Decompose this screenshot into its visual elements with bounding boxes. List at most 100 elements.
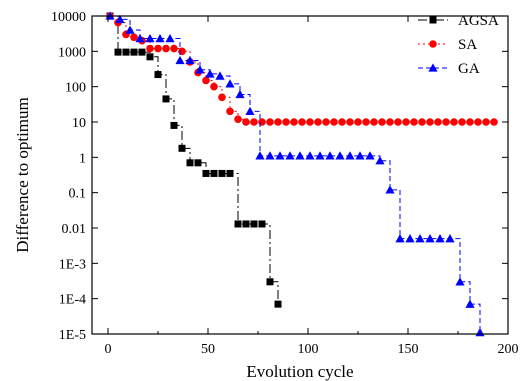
data-point-sa [394,118,402,126]
y-tick-label: 10 [72,116,86,131]
data-point-ga [175,55,185,65]
data-point-sa [306,118,314,126]
y-tick-label: 100 [65,81,86,96]
x-tick-label: 200 [498,342,519,357]
legend-item-agsa: AGSA [418,13,499,29]
data-point-sa [178,47,186,56]
data-point-ga [395,234,405,243]
data-point-sa [266,118,274,126]
data-point-sa [314,118,322,126]
legend-label: AGSA [458,13,499,29]
data-point-agsa [178,144,186,152]
legend-marker [429,40,437,48]
data-point-agsa [154,71,162,79]
x-axis-label: Evolution cycle [246,362,353,381]
data-point-sa [258,118,266,126]
data-point-ga [435,234,445,243]
data-point-sa [490,118,498,126]
data-point-ga [165,33,175,43]
data-point-sa [162,44,170,53]
series-line-agsa [110,15,279,305]
data-point-ga [475,327,485,337]
data-point-agsa [138,48,146,56]
data-point-agsa [130,48,138,56]
data-point-sa [274,118,282,126]
data-point-sa [242,118,250,126]
data-point-sa [466,118,474,126]
series-layer [105,11,498,337]
y-tick-label: 0.1 [69,187,87,202]
data-point-ga [155,33,165,43]
data-point-agsa [186,159,194,167]
data-point-sa [434,118,442,126]
series-ga [105,11,485,337]
legend: AGSA SA GA [418,13,499,77]
data-point-sa [458,118,466,126]
data-point-ga [295,151,305,160]
data-point-ga [115,14,125,24]
data-point-sa [210,82,218,91]
data-point-ga [415,234,425,243]
data-point-agsa [202,169,210,177]
series-sa [106,12,498,126]
data-point-ga [235,89,245,99]
data-point-sa [338,118,346,126]
data-point-sa [154,44,162,53]
data-point-sa [410,118,418,126]
data-point-ga [385,185,395,194]
x-tick-label: 0 [105,342,112,357]
data-point-ga [425,234,435,243]
data-point-ga [405,234,415,243]
data-point-agsa [266,278,274,286]
data-point-sa [322,118,330,126]
data-point-sa [234,115,242,124]
data-point-sa [170,44,178,53]
data-point-ga [325,151,335,160]
plot-area-frame [91,15,509,335]
data-point-ga [275,151,285,160]
data-point-ga [285,151,295,160]
data-point-ga [185,55,195,65]
data-point-ga [225,79,235,88]
data-point-sa [202,76,210,85]
axes-layer: 0 50 100 150 200 10000 1000 100 10 1 0.1 0.01 1E-3 1E… [51,10,519,357]
data-point-agsa [210,169,218,177]
data-point-sa [442,118,450,126]
data-point-ga [135,33,145,43]
data-point-ga [255,151,265,160]
data-point-sa [418,118,426,126]
data-point-agsa [146,53,154,61]
y-tick-label: 0.01 [62,222,87,237]
data-point-sa [386,118,394,126]
data-point-ga [335,151,345,160]
data-point-sa [450,118,458,126]
y-tick-label: 1E-5 [59,328,86,343]
y-tick-label: 1000 [58,45,86,60]
data-point-ga [265,151,275,160]
data-point-ga [375,156,385,165]
data-point-sa [146,44,154,53]
data-point-sa [330,118,338,126]
data-point-ga [315,151,325,160]
data-point-ga [465,299,475,308]
data-point-agsa [250,220,258,228]
data-point-ga [305,151,315,160]
data-point-sa [402,118,410,126]
data-point-ga [145,33,155,43]
y-axis-label: Difference to optimum [13,97,32,252]
data-point-agsa [170,121,178,129]
legend-item-sa: SA [418,37,477,53]
data-point-agsa [274,300,282,308]
data-point-agsa [162,95,170,103]
legend-label: SA [458,37,477,53]
legend-label: GA [458,61,480,77]
data-point-sa [370,118,378,126]
data-point-sa [218,93,226,102]
data-point-ga [355,151,365,160]
data-point-sa [474,118,482,126]
data-point-agsa [218,169,226,177]
data-point-sa [482,118,490,126]
data-point-sa [290,118,298,126]
data-point-agsa [234,220,242,228]
